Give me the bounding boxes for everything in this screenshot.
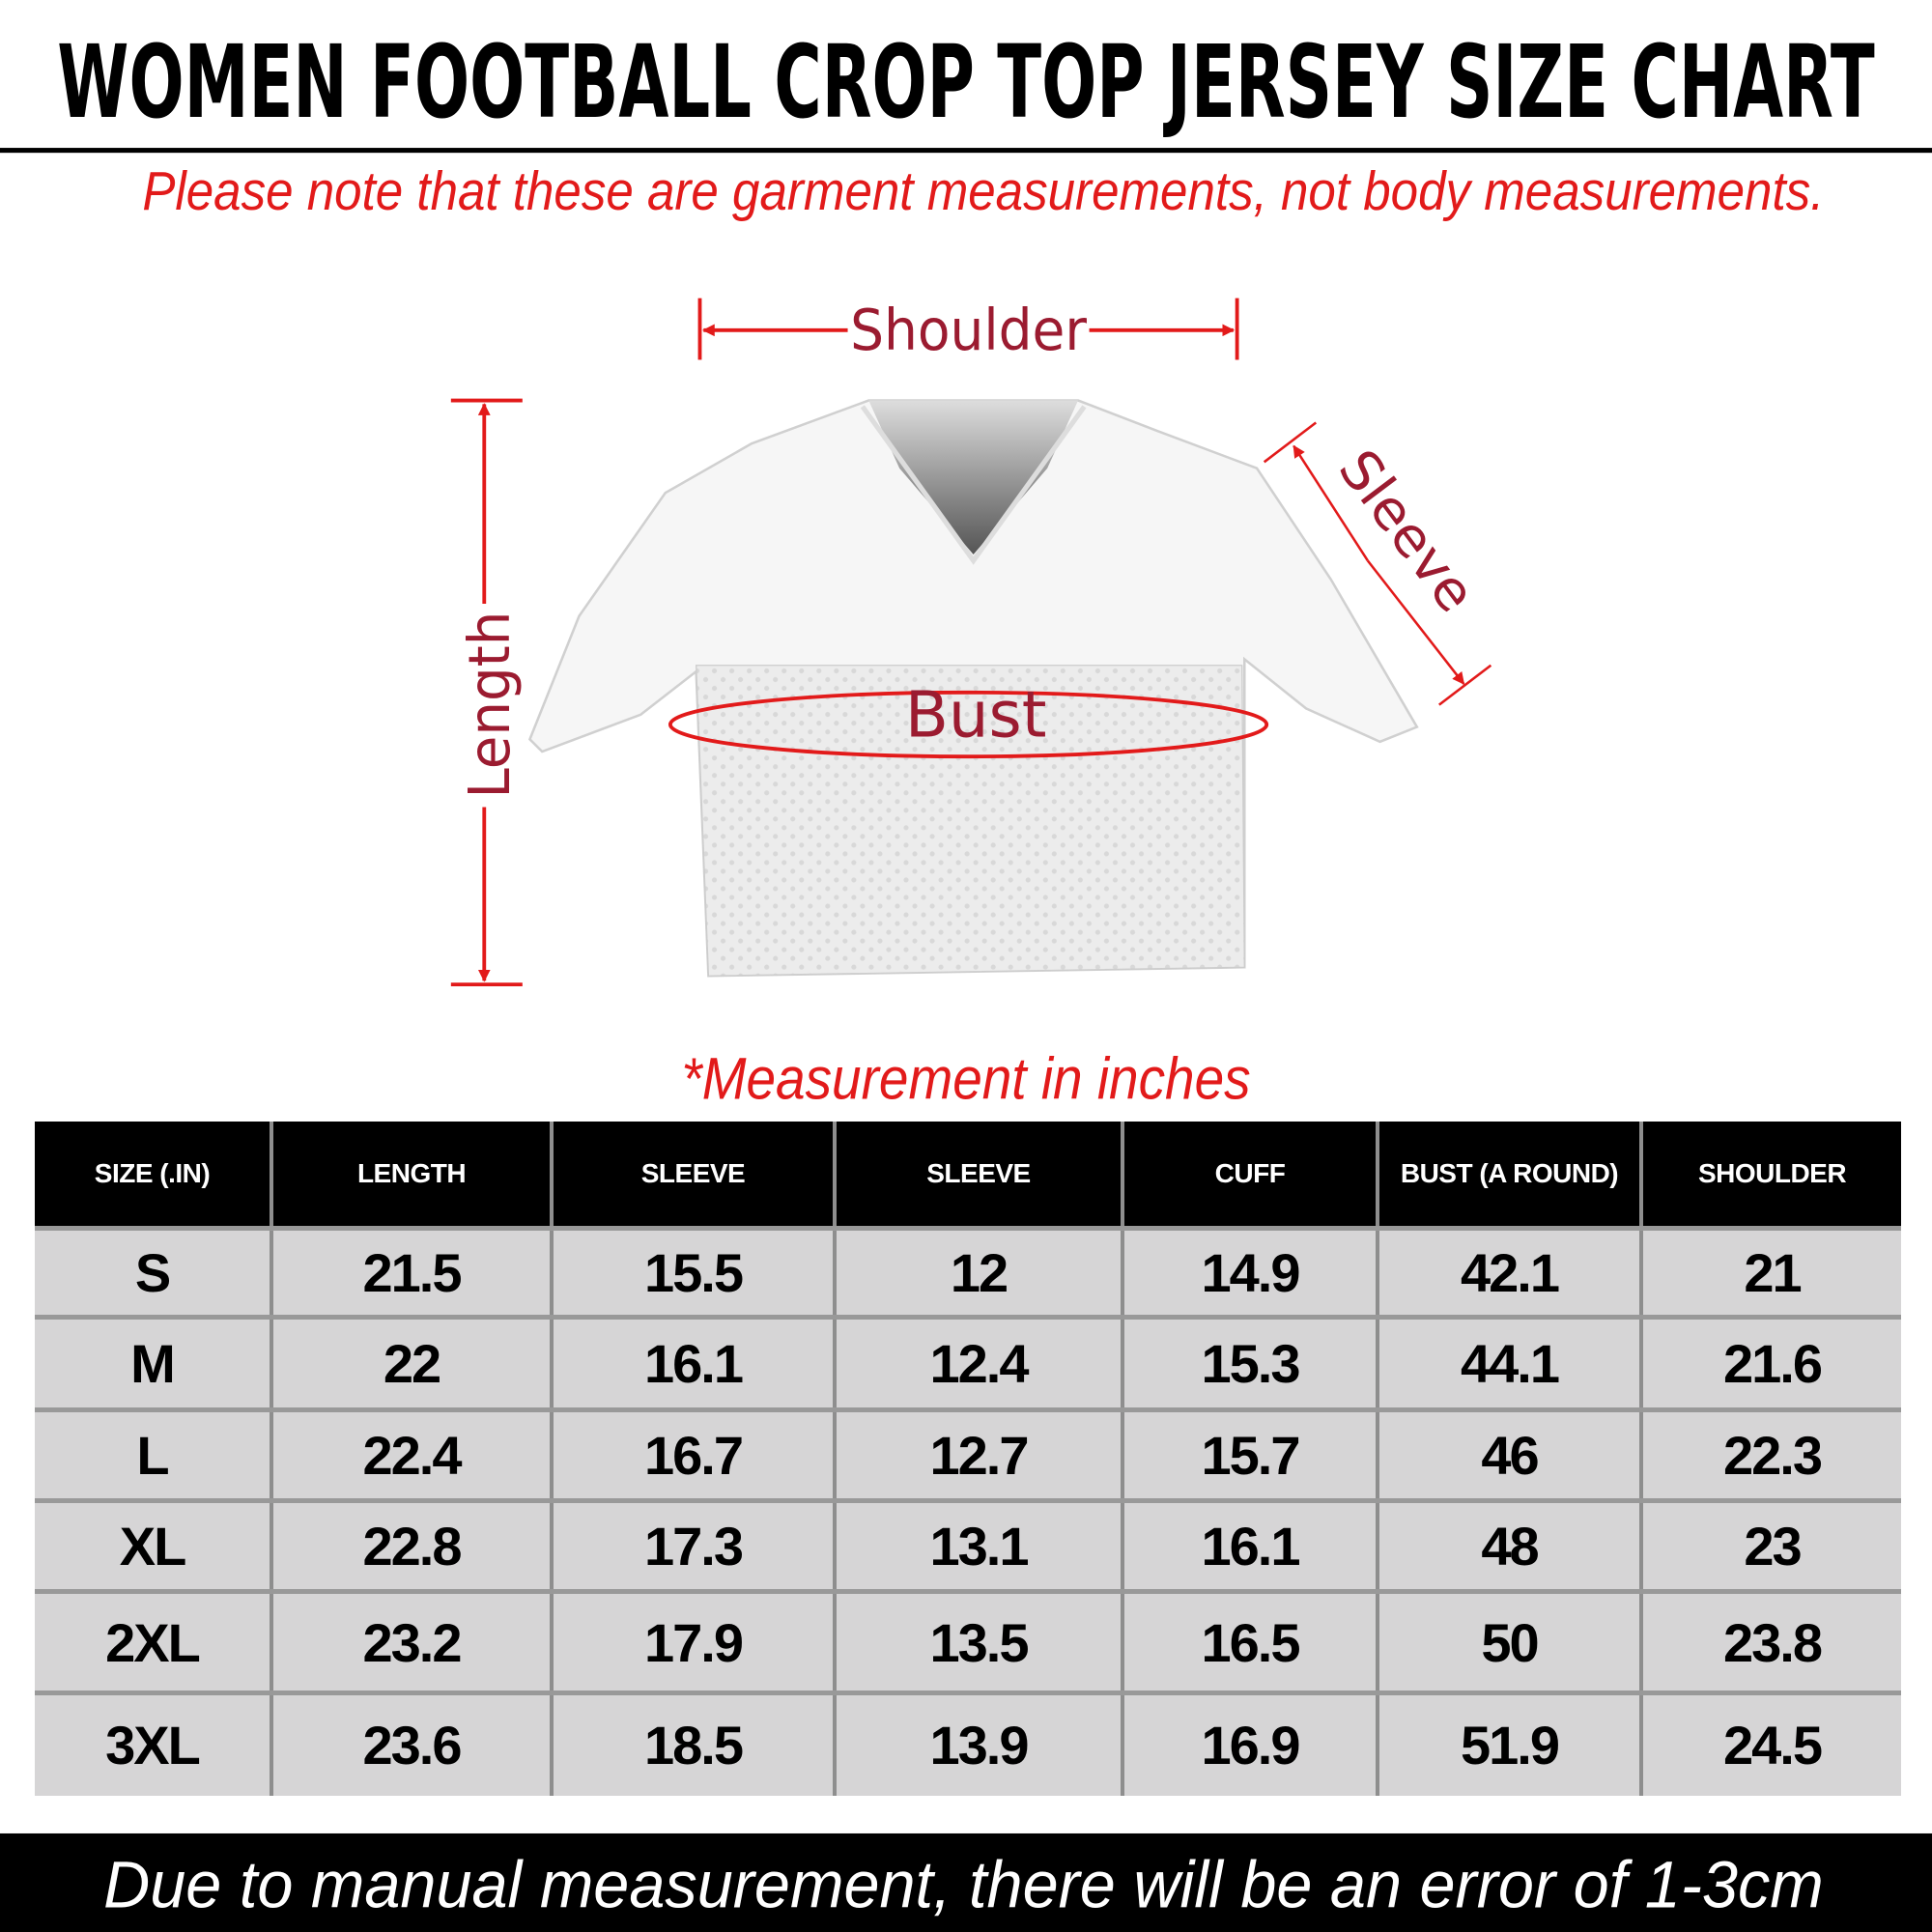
page-title: WOMEN FOOTBALL CROP TOP JERSEY SIZE CHAR… bbox=[57, 23, 1874, 141]
table-cell: 13.5 bbox=[833, 1591, 1122, 1693]
header-size: SIZE (.IN) bbox=[35, 1122, 271, 1229]
table-row: M 22 16.1 12.4 15.3 44.1 21.6 bbox=[35, 1317, 1901, 1410]
table-row: XL 22.8 17.3 13.1 16.1 48 23 bbox=[35, 1500, 1901, 1592]
table-cell: 42.1 bbox=[1376, 1228, 1641, 1318]
table-cell: 15.5 bbox=[550, 1228, 835, 1318]
header-sleeve: SLEEVE bbox=[550, 1122, 835, 1229]
table-cell: 2XL bbox=[105, 1611, 201, 1673]
shoulder-measure: Shoulder bbox=[697, 298, 1239, 363]
table-cell: 17.3 bbox=[550, 1500, 835, 1592]
table-cell: 16.7 bbox=[550, 1409, 835, 1501]
header-row: SIZE (.IN) LENGTH SLEEVE SLEEVE CUFF BUS… bbox=[35, 1122, 1901, 1229]
divider bbox=[0, 148, 1932, 154]
table-cell: 16.5 bbox=[1121, 1591, 1378, 1693]
table-cell: 22.3 bbox=[1639, 1409, 1901, 1501]
garment-note: Please note that these are garment measu… bbox=[142, 160, 1824, 221]
bust-label: Bust bbox=[905, 677, 1047, 753]
table-cell: L bbox=[136, 1425, 169, 1486]
header-cuff: CUFF bbox=[1121, 1122, 1378, 1229]
table-row: 2XL 23.2 17.9 13.5 16.5 50 23.8 bbox=[35, 1591, 1901, 1693]
table-cell: 18.5 bbox=[550, 1692, 835, 1796]
table-cell: 23.6 bbox=[270, 1692, 552, 1796]
length-measure: Length bbox=[450, 398, 523, 987]
table-cell: 23.2 bbox=[270, 1591, 552, 1693]
table-row: S 21.5 15.5 12 14.9 42.1 21 bbox=[35, 1228, 1901, 1318]
shoulder-label: Shoulder bbox=[850, 298, 1088, 363]
table-cell: 22 bbox=[270, 1317, 552, 1410]
length-label: Length bbox=[457, 611, 523, 799]
table-cell: 50 bbox=[1376, 1591, 1641, 1693]
header-length: LENGTH bbox=[270, 1122, 552, 1229]
table-cell: M bbox=[130, 1333, 176, 1394]
table-cell: 13.9 bbox=[833, 1692, 1122, 1796]
unit-note: *Measurement in inches bbox=[681, 1046, 1250, 1112]
table-cell: 21.5 bbox=[270, 1228, 552, 1318]
table-cell: 17.9 bbox=[550, 1591, 835, 1693]
table-cell: 24.5 bbox=[1639, 1692, 1901, 1796]
jersey-illustration bbox=[527, 399, 1419, 978]
table-cell: S bbox=[134, 1242, 171, 1303]
table-cell: 22.4 bbox=[270, 1409, 552, 1501]
table-cell: 46 bbox=[1376, 1409, 1641, 1501]
table-cell: 23 bbox=[1639, 1500, 1901, 1592]
table-cell: XL bbox=[119, 1516, 187, 1577]
size-table: SIZE (.IN) LENGTH SLEEVE SLEEVE CUFF BUS… bbox=[35, 1122, 1901, 1796]
table-row: L 22.4 16.7 12.7 15.7 46 22.3 bbox=[35, 1409, 1901, 1501]
table-cell: 16.1 bbox=[550, 1317, 835, 1410]
table-cell: 51.9 bbox=[1376, 1692, 1641, 1796]
table-cell: 12.4 bbox=[833, 1317, 1122, 1410]
table-cell: 16.9 bbox=[1121, 1692, 1378, 1796]
table-cell: 16.1 bbox=[1121, 1500, 1378, 1592]
footer-text: Due to manual measurement, there will be… bbox=[103, 1847, 1824, 1921]
table-cell: 13.1 bbox=[833, 1500, 1122, 1592]
table-cell: 15.7 bbox=[1121, 1409, 1378, 1501]
table-cell: 3XL bbox=[105, 1715, 201, 1776]
table-cell: 23.8 bbox=[1639, 1591, 1901, 1693]
table-cell: 21 bbox=[1639, 1228, 1901, 1318]
header-sleeve-2: SLEEVE bbox=[833, 1122, 1122, 1229]
table-cell: 22.8 bbox=[270, 1500, 552, 1592]
header-shoulder: SHOULDER bbox=[1639, 1122, 1901, 1229]
table-cell: 12 bbox=[833, 1228, 1122, 1318]
table-cell: 44.1 bbox=[1376, 1317, 1641, 1410]
table-row: 3XL 23.6 18.5 13.9 16.9 51.9 24.5 bbox=[35, 1692, 1901, 1796]
footer-disclaimer bbox=[0, 1833, 1932, 1932]
table-cell: 48 bbox=[1376, 1500, 1641, 1592]
table-cell: 15.3 bbox=[1121, 1317, 1378, 1410]
header-bust: BUST (A ROUND) bbox=[1376, 1122, 1641, 1229]
table-cell: 21.6 bbox=[1639, 1317, 1901, 1410]
table-cell: 14.9 bbox=[1121, 1228, 1378, 1318]
table-cell: 12.7 bbox=[833, 1409, 1122, 1501]
bust-measure: Bust bbox=[668, 677, 1269, 759]
